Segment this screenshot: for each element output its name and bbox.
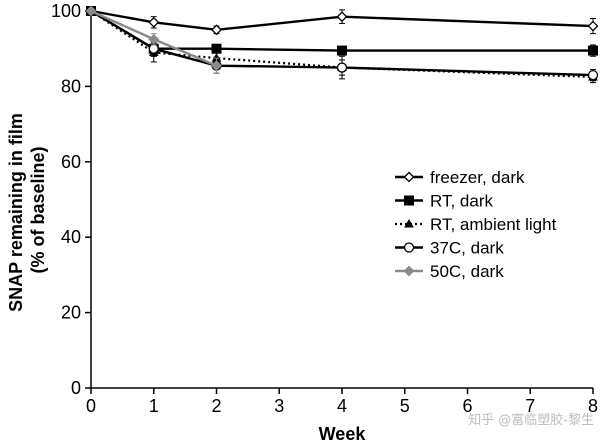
y-tick-label: 80 <box>61 76 81 96</box>
x-tick-label: 2 <box>211 396 221 416</box>
data-point <box>211 24 222 36</box>
series-layer <box>85 5 599 84</box>
legend-label: RT, ambient light <box>430 215 557 234</box>
x-tick-label: 4 <box>337 396 347 416</box>
legend-label: 50C, dark <box>430 262 504 281</box>
legend-marker <box>403 242 415 253</box>
x-tick-label: 0 <box>86 396 96 416</box>
x-tick-label: 7 <box>525 396 535 416</box>
watermark: 知乎 @富临塑胶-黎生 <box>468 412 594 428</box>
x-tick-label: 3 <box>274 396 284 416</box>
series-line <box>90 10 594 79</box>
y-tick-label: 40 <box>61 227 81 247</box>
data-point <box>336 62 348 73</box>
data-point <box>211 43 222 54</box>
data-point <box>211 60 222 72</box>
x-tick-label: 1 <box>149 396 159 416</box>
legend-marker <box>403 171 415 183</box>
legend-item-1: RT, dark <box>395 192 493 211</box>
y-tick-label: 0 <box>71 378 81 398</box>
y-axis-title-line-1: SNAP remaining in film <box>6 113 26 312</box>
legend-item-3: 37C, dark <box>395 239 504 258</box>
legend-marker <box>403 265 415 277</box>
legend-item-2: RT, ambient light <box>395 215 557 234</box>
legend-item-0: freezer, dark <box>395 168 525 187</box>
legend-label: RT, dark <box>430 192 493 211</box>
series-0 <box>85 5 599 36</box>
x-axis-title: Week <box>319 424 367 444</box>
data-point <box>85 5 97 17</box>
legend-marker <box>404 218 414 228</box>
legend-label: freezer, dark <box>430 168 525 187</box>
y-tick-label: 20 <box>61 303 81 323</box>
legend-item-4: 50C, dark <box>395 262 504 281</box>
data-point <box>587 69 599 81</box>
x-tick-label: 8 <box>588 396 598 416</box>
y-tick-label: 100 <box>51 1 81 21</box>
data-point <box>337 45 347 56</box>
data-point <box>148 43 159 54</box>
data-point <box>148 16 160 28</box>
x-tick-label: 5 <box>400 396 410 416</box>
data-point <box>588 45 598 56</box>
legend: freezer, dark RT, dark RT, ambient light 37… <box>395 168 557 281</box>
y-axis-title: SNAP remaining in film (% of baseline) <box>6 108 48 312</box>
data-point <box>336 11 348 23</box>
series-4 <box>85 5 222 74</box>
y-axis-title-line-2: (% of baseline) <box>28 146 48 273</box>
data-point <box>148 33 160 45</box>
data-point <box>587 20 599 32</box>
y-tick-label: 60 <box>61 152 81 172</box>
legend-marker <box>404 195 414 206</box>
legend-label: 37C, dark <box>430 239 504 258</box>
x-tick-label: 6 <box>462 396 472 416</box>
